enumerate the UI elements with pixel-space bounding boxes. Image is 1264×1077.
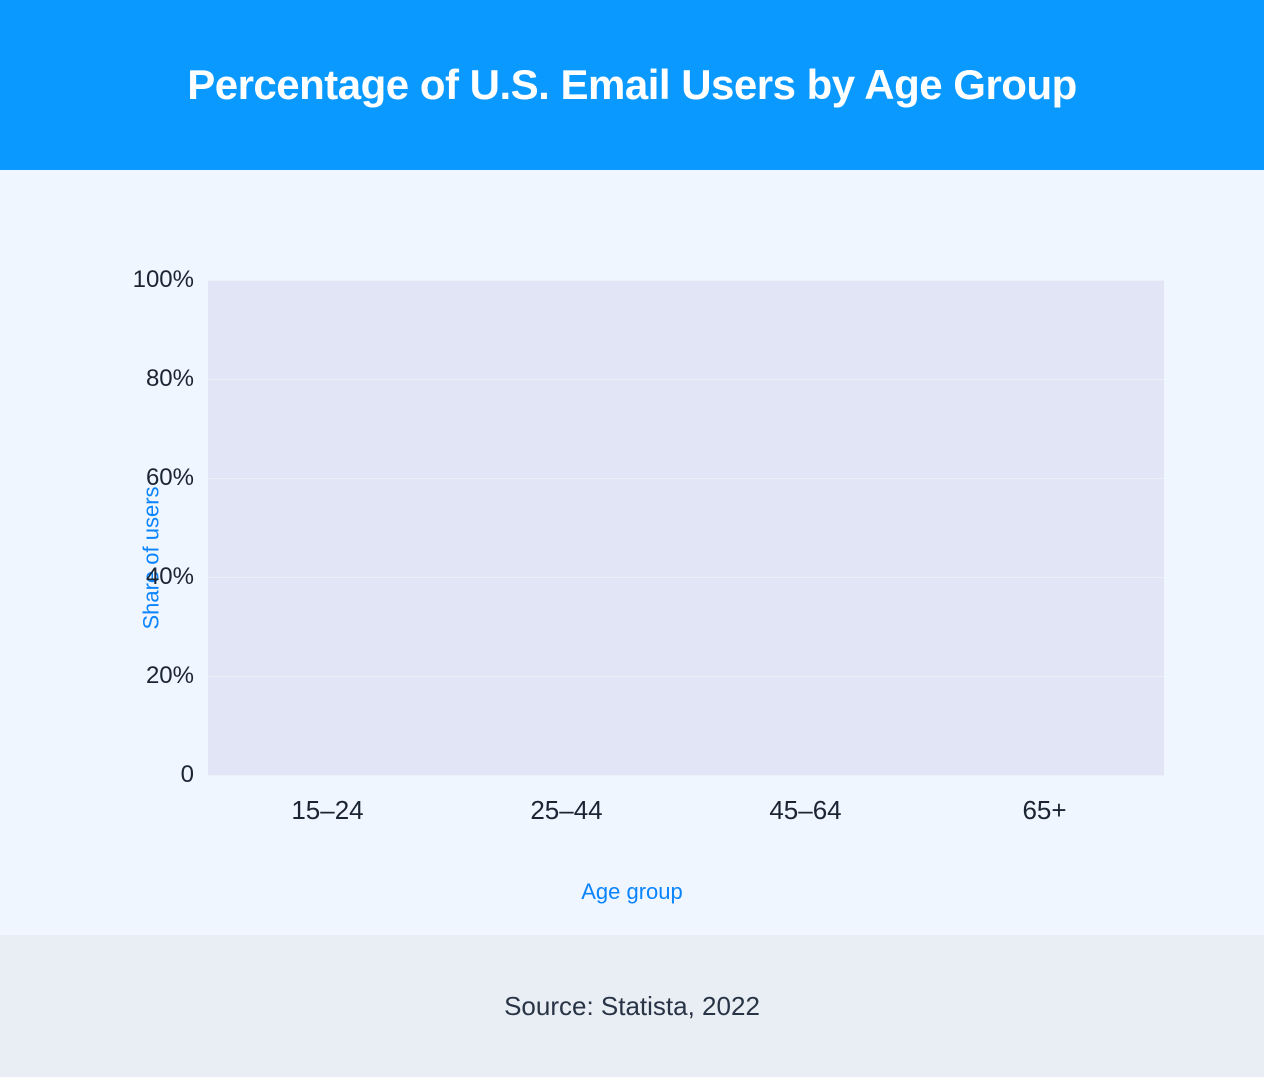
gridline bbox=[208, 280, 1164, 281]
chart-footer: Source: Statista, 2022 bbox=[0, 935, 1264, 1077]
gridline bbox=[208, 478, 1164, 479]
x-tick-label: 15–24 bbox=[291, 775, 363, 826]
gridline bbox=[208, 577, 1164, 578]
y-tick-label: 100% bbox=[133, 266, 208, 294]
source-text: Source: Statista, 2022 bbox=[504, 991, 760, 1022]
plot-area: 020%40%60%80%100%15–2425–4445–6465+ bbox=[208, 280, 1164, 775]
y-axis-label: Share of users bbox=[139, 486, 165, 629]
y-tick-label: 40% bbox=[146, 563, 208, 591]
y-tick-label: 60% bbox=[146, 464, 208, 492]
plot-background bbox=[208, 280, 1164, 775]
y-tick-label: 80% bbox=[146, 365, 208, 393]
chart-container: Share of users 020%40%60%80%100%15–2425–… bbox=[0, 170, 1264, 935]
chart-title: Percentage of U.S. Email Users by Age Gr… bbox=[187, 61, 1077, 109]
y-tick-label: 0 bbox=[181, 761, 208, 789]
gridline bbox=[208, 676, 1164, 677]
chart-header: Percentage of U.S. Email Users by Age Gr… bbox=[0, 0, 1264, 170]
x-tick-label: 45–64 bbox=[769, 775, 841, 826]
x-tick-label: 25–44 bbox=[530, 775, 602, 826]
x-tick-label: 65+ bbox=[1022, 775, 1066, 826]
gridline bbox=[208, 379, 1164, 380]
y-tick-label: 20% bbox=[146, 662, 208, 690]
x-axis-label: Age group bbox=[581, 879, 683, 905]
